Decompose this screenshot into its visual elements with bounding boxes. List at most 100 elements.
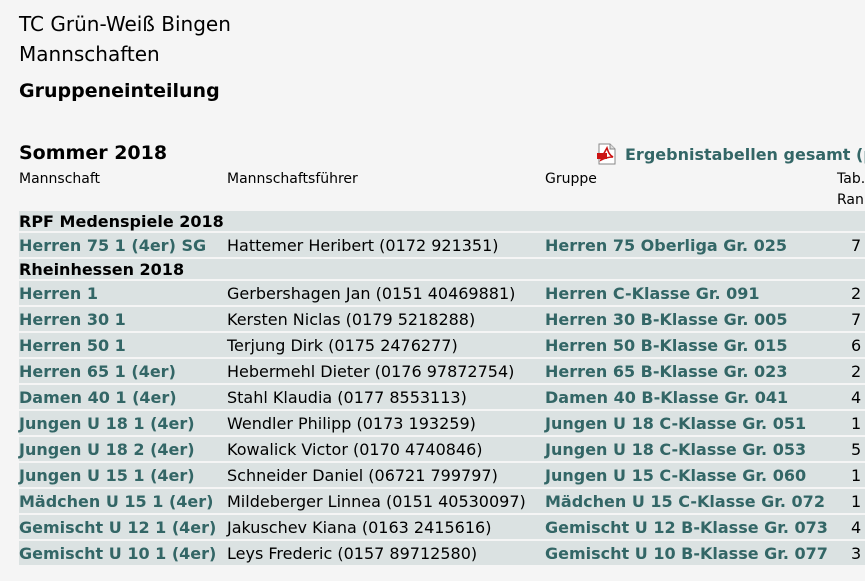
team-link[interactable]: Gemischt U 10 1 (4er): [19, 543, 217, 563]
table-row: Gemischt U 12 1 (4er) Jakuschev Kiana (01…: [19, 515, 865, 539]
section-heading: Gruppeneinteilung: [19, 80, 220, 102]
rank-cell: 2: [851, 281, 865, 305]
rank-cell: 1: [851, 411, 865, 435]
team-cell: Herren 75 1 (4er) SG: [19, 233, 227, 257]
rank-cell: 1: [851, 463, 865, 487]
rank-cell: 5: [851, 437, 865, 461]
group-link[interactable]: Herren 75 Oberliga Gr. 025: [545, 235, 788, 255]
captain-cell: Hebermehl Dieter (0176 97872754): [227, 359, 545, 383]
page-subtitle: Mannschaften: [19, 42, 160, 66]
captain-cell: Stahl Klaudia (0177 8553113): [227, 385, 545, 409]
captain-cell: Hattemer Heribert (0172 921351): [227, 233, 545, 257]
table-row: Herren 30 1 Kersten Niclas (0179 5218288)…: [19, 307, 865, 331]
table-row: Herren 65 1 (4er) Hebermehl Dieter (0176 …: [19, 359, 865, 383]
pdf-results-link[interactable]: Ergebnistabellen gesamt (p: [595, 142, 865, 166]
section-title: Rheinhessen 2018: [19, 259, 865, 279]
team-link[interactable]: Herren 50 1: [19, 335, 126, 355]
group-link[interactable]: Jungen U 15 C-Klasse Gr. 060: [545, 465, 807, 485]
rank-cell: 4: [851, 385, 865, 409]
group-link[interactable]: Herren 65 B-Klasse Gr. 023: [545, 361, 788, 381]
team-link[interactable]: Jungen U 15 1 (4er): [19, 465, 195, 485]
group-cell: Gemischt U 12 B-Klasse Gr. 073: [545, 515, 851, 539]
team-link[interactable]: Mädchen U 15 1 (4er): [19, 491, 214, 511]
group-cell: Jungen U 18 C-Klasse Gr. 053: [545, 437, 851, 461]
rank-cell: 1: [851, 489, 865, 513]
team-cell: Herren 1: [19, 281, 227, 305]
pdf-icon: [595, 142, 619, 166]
section-row: Rheinhessen 2018: [19, 259, 865, 279]
team-link[interactable]: Herren 75 1 (4er) SG: [19, 235, 207, 255]
group-cell: Herren 75 Oberliga Gr. 025: [545, 233, 851, 257]
team-link[interactable]: Gemischt U 12 1 (4er): [19, 517, 217, 537]
group-link[interactable]: Herren C-Klasse Gr. 091: [545, 283, 760, 303]
rank-cell: 7: [851, 307, 865, 331]
team-cell: Jungen U 18 2 (4er): [19, 437, 227, 461]
section-row: RPF Medenspiele 2018: [19, 211, 865, 231]
group-link[interactable]: Gemischt U 12 B-Klasse Gr. 073: [545, 517, 828, 537]
group-cell: Mädchen U 15 C-Klasse Gr. 072: [545, 489, 851, 513]
section-title: RPF Medenspiele 2018: [19, 211, 865, 231]
table-row: Jungen U 18 2 (4er) Kowalick Victor (0170…: [19, 437, 865, 461]
team-cell: Jungen U 18 1 (4er): [19, 411, 227, 435]
captain-cell: Schneider Daniel (06721 799797): [227, 463, 545, 487]
column-header-team: Mannschaft: [19, 171, 101, 187]
rank-cell: 3: [851, 541, 865, 565]
pdf-link-label: Ergebnistabellen gesamt (p: [625, 144, 865, 164]
team-cell: Herren 65 1 (4er): [19, 359, 227, 383]
group-link[interactable]: Gemischt U 10 B-Klasse Gr. 077: [545, 543, 828, 563]
team-link[interactable]: Jungen U 18 1 (4er): [19, 413, 195, 433]
captain-cell: Kowalick Victor (0170 4740846): [227, 437, 545, 461]
team-cell: Mädchen U 15 1 (4er): [19, 489, 227, 513]
group-link[interactable]: Jungen U 18 C-Klasse Gr. 053: [545, 439, 807, 459]
group-link[interactable]: Jungen U 18 C-Klasse Gr. 051: [545, 413, 807, 433]
rank-cell: 7: [851, 233, 865, 257]
group-cell: Damen 40 B-Klasse Gr. 041: [545, 385, 851, 409]
club-name: TC Grün-Weiß Bingen: [19, 12, 231, 36]
table-row: Herren 1 Gerbershagen Jan (0151 40469881)…: [19, 281, 865, 305]
group-cell: Jungen U 15 C-Klasse Gr. 060: [545, 463, 851, 487]
captain-cell: Wendler Philipp (0173 193259): [227, 411, 545, 435]
group-cell: Herren C-Klasse Gr. 091: [545, 281, 851, 305]
team-link[interactable]: Damen 40 1 (4er): [19, 387, 177, 407]
captain-cell: Gerbershagen Jan (0151 40469881): [227, 281, 545, 305]
table-row: Herren 75 1 (4er) SG Hattemer Heribert (0…: [19, 233, 865, 257]
season-title: Sommer 2018: [19, 142, 168, 164]
rank-cell: 4: [851, 515, 865, 539]
captain-cell: Jakuschev Kiana (0163 2415616): [227, 515, 545, 539]
captain-cell: Leys Frederic (0157 89712580): [227, 541, 545, 565]
team-link[interactable]: Jungen U 18 2 (4er): [19, 439, 195, 459]
table-row: Jungen U 15 1 (4er) Schneider Daniel (067…: [19, 463, 865, 487]
team-link[interactable]: Herren 65 1 (4er): [19, 361, 176, 381]
group-cell: Jungen U 18 C-Klasse Gr. 051: [545, 411, 851, 435]
team-cell: Herren 30 1: [19, 307, 227, 331]
rank-cell: 2: [851, 359, 865, 383]
team-link[interactable]: Herren 1: [19, 283, 98, 303]
team-cell: Jungen U 15 1 (4er): [19, 463, 227, 487]
table-row: Herren 50 1 Terjung Dirk (0175 2476277) He…: [19, 333, 865, 357]
column-header-rank-line2: Ran: [837, 192, 864, 208]
team-link[interactable]: Herren 30 1: [19, 309, 126, 329]
group-link[interactable]: Herren 50 B-Klasse Gr. 015: [545, 335, 788, 355]
table-row: Mädchen U 15 1 (4er) Mildeberger Linnea (…: [19, 489, 865, 513]
column-header-group: Gruppe: [545, 171, 597, 187]
group-cell: Gemischt U 10 B-Klasse Gr. 077: [545, 541, 851, 565]
group-cell: Herren 50 B-Klasse Gr. 015: [545, 333, 851, 357]
team-cell: Herren 50 1: [19, 333, 227, 357]
teams-table: RPF Medenspiele 2018 Herren 75 1 (4er) SG…: [19, 209, 865, 567]
captain-cell: Kersten Niclas (0179 5218288): [227, 307, 545, 331]
rank-cell: 6: [851, 333, 865, 357]
group-link[interactable]: Damen 40 B-Klasse Gr. 041: [545, 387, 789, 407]
column-header-rank-line1: Tab.: [837, 171, 865, 187]
group-link[interactable]: Herren 30 B-Klasse Gr. 005: [545, 309, 788, 329]
column-header-captain: Mannschaftsführer: [227, 171, 358, 187]
captain-cell: Terjung Dirk (0175 2476277): [227, 333, 545, 357]
team-cell: Gemischt U 12 1 (4er): [19, 515, 227, 539]
table-row: Damen 40 1 (4er) Stahl Klaudia (0177 8553…: [19, 385, 865, 409]
group-cell: Herren 30 B-Klasse Gr. 005: [545, 307, 851, 331]
team-cell: Gemischt U 10 1 (4er): [19, 541, 227, 565]
group-link[interactable]: Mädchen U 15 C-Klasse Gr. 072: [545, 491, 825, 511]
table-row: Gemischt U 10 1 (4er) Leys Frederic (0157…: [19, 541, 865, 565]
captain-cell: Mildeberger Linnea (0151 40530097): [227, 489, 545, 513]
team-cell: Damen 40 1 (4er): [19, 385, 227, 409]
column-header-rank: Tab. Ran: [837, 169, 865, 211]
